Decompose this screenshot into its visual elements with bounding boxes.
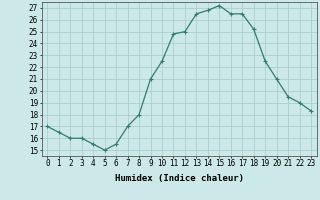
X-axis label: Humidex (Indice chaleur): Humidex (Indice chaleur) — [115, 174, 244, 183]
